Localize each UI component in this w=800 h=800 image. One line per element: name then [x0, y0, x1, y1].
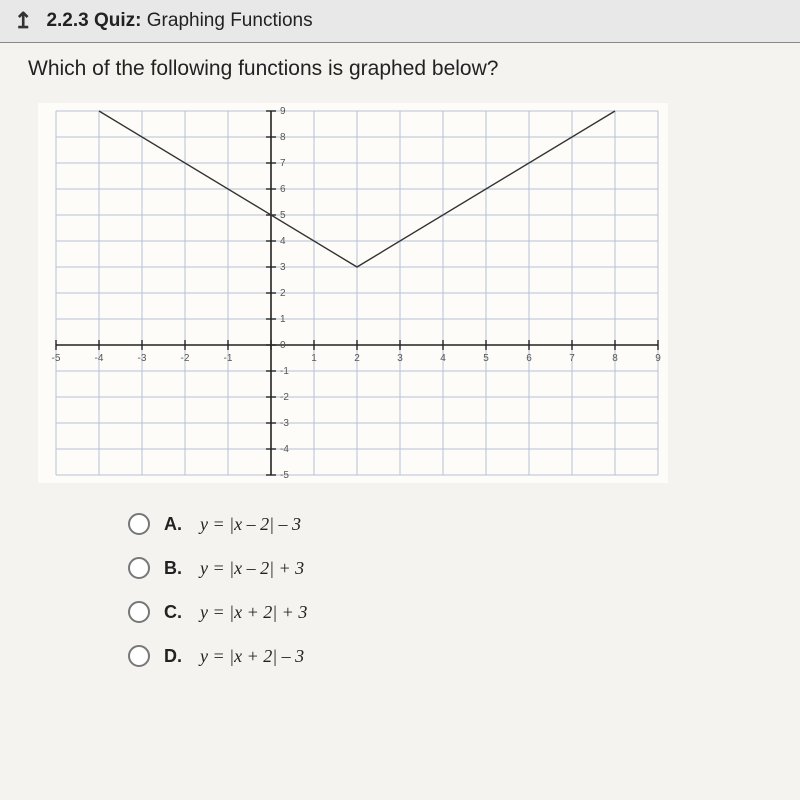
option-equation: y = |x + 2| – 3 [200, 646, 304, 667]
svg-text:4: 4 [440, 353, 446, 364]
svg-text:9: 9 [280, 106, 286, 117]
quiz-label: Quiz: [94, 10, 142, 31]
svg-text:6: 6 [526, 353, 532, 364]
svg-text:-5: -5 [52, 353, 61, 364]
radio-icon[interactable] [128, 513, 150, 535]
option-equation: y = |x + 2| + 3 [200, 602, 307, 623]
back-arrow-icon[interactable]: ↥ [14, 8, 32, 34]
svg-text:-3: -3 [280, 418, 289, 429]
option-d[interactable]: D. y = |x + 2| – 3 [128, 645, 772, 667]
option-letter: D. [164, 646, 186, 667]
content-area: Which of the following functions is grap… [0, 43, 800, 667]
option-equation: y = |x – 2| + 3 [200, 558, 304, 579]
svg-text:-5: -5 [280, 470, 289, 481]
svg-text:-4: -4 [280, 444, 289, 455]
svg-text:2: 2 [354, 353, 360, 364]
svg-text:1: 1 [280, 314, 286, 325]
svg-text:6: 6 [280, 184, 286, 195]
option-letter: C. [164, 602, 186, 623]
option-letter: B. [164, 558, 186, 579]
section-number: 2.2.3 [46, 10, 88, 31]
svg-text:-2: -2 [280, 392, 289, 403]
svg-text:2: 2 [280, 288, 286, 299]
option-c[interactable]: C. y = |x + 2| + 3 [128, 601, 772, 623]
svg-text:-1: -1 [280, 366, 289, 377]
svg-text:-2: -2 [181, 353, 190, 364]
svg-text:3: 3 [280, 262, 286, 273]
option-letter: A. [164, 514, 186, 535]
svg-text:1: 1 [311, 353, 317, 364]
svg-text:-3: -3 [138, 353, 147, 364]
svg-text:4: 4 [280, 236, 286, 247]
svg-text:-1: -1 [224, 353, 233, 364]
svg-text:5: 5 [280, 210, 286, 221]
svg-text:9: 9 [655, 353, 661, 364]
quiz-name: Graphing Functions [147, 10, 313, 31]
radio-icon[interactable] [128, 557, 150, 579]
answer-options: A. y = |x – 2| – 3 B. y = |x – 2| + 3 C.… [128, 513, 772, 667]
question-text: Which of the following functions is grap… [28, 57, 772, 81]
svg-text:5: 5 [483, 353, 489, 364]
function-graph: -5 -4 -3 -2 -1 1 2 3 4 5 6 7 8 9 -5 -4 -3 -2 -1 0 1 2 3 4 5 6 7 8 9 [38, 103, 668, 483]
quiz-title: 2.2.3 Quiz: Graphing Functions [46, 10, 312, 32]
header-bar: ↥ 2.2.3 Quiz: Graphing Functions [0, 0, 800, 43]
option-a[interactable]: A. y = |x – 2| – 3 [128, 513, 772, 535]
svg-text:-4: -4 [95, 353, 104, 364]
svg-text:8: 8 [612, 353, 618, 364]
svg-text:8: 8 [280, 132, 286, 143]
radio-icon[interactable] [128, 601, 150, 623]
option-b[interactable]: B. y = |x – 2| + 3 [128, 557, 772, 579]
svg-text:7: 7 [569, 353, 575, 364]
svg-text:0: 0 [280, 340, 286, 351]
svg-text:3: 3 [397, 353, 403, 364]
radio-icon[interactable] [128, 645, 150, 667]
svg-text:7: 7 [280, 158, 286, 169]
option-equation: y = |x – 2| – 3 [200, 514, 301, 535]
